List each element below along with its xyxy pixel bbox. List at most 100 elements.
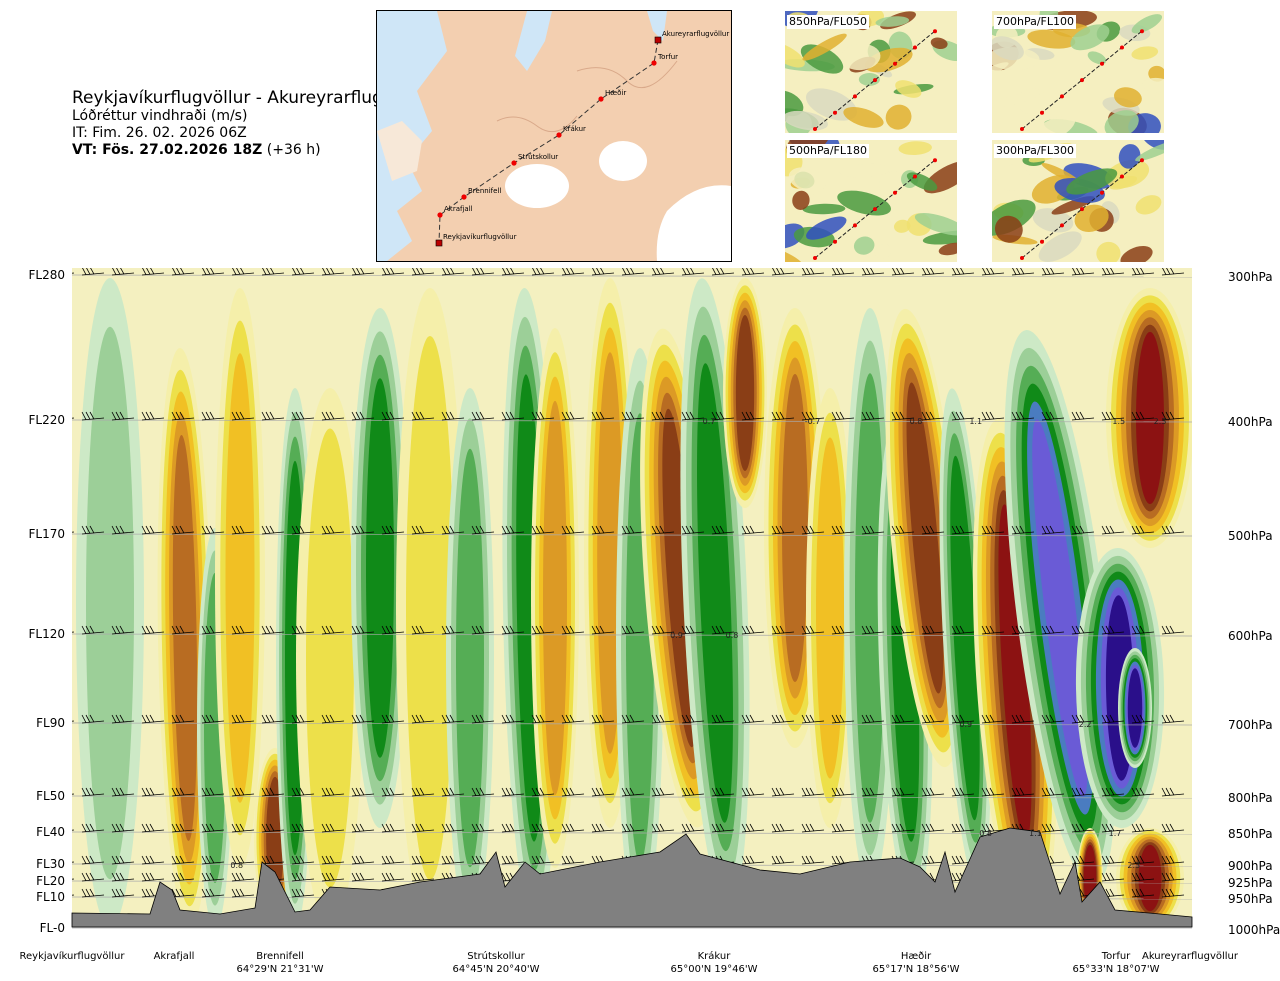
wind-barb [1041,625,1065,635]
wind-barb [1071,411,1095,421]
wind-barb [921,625,945,635]
wind-barb [441,268,465,276]
wind-barb [1101,823,1125,833]
route-point-marker [1100,190,1104,195]
wind-barb [231,855,255,865]
wind-barb [291,625,315,635]
wind-barb [981,787,1005,797]
contour-band [735,314,755,472]
wind-barb [651,714,675,724]
wind-barb [561,268,585,276]
wind-barb [261,855,285,865]
wind-barb [801,268,825,276]
wind-barb [351,411,375,421]
wind-barb [381,525,405,535]
wind-barb [111,823,135,833]
wind-barb [231,823,255,833]
wind-barb [1041,823,1065,833]
field-blob [992,62,1009,79]
route-point-marker [511,160,517,166]
route-point-marker [853,223,857,228]
wind-barb [651,823,675,833]
wind-barb [1041,787,1065,797]
contour-band [543,400,567,796]
wind-barb [81,411,105,421]
field-blob [879,171,908,199]
wind-barb [1161,888,1185,898]
route-title: Reykjavíkurflugvöllur - Akureyrarflugvöl… [72,88,431,108]
wind-barb [681,268,705,276]
route-point-label: Akureyrarflugvöllur [662,30,729,38]
wind-barb [741,823,765,833]
wind-barb [261,823,285,833]
wind-barb [531,855,555,865]
y-tick-label-fl: FL40 [36,825,65,839]
wind-barb [201,787,225,797]
y-tick-label-hpa: 800hPa [1228,791,1273,805]
wind-barb [531,411,555,421]
wind-barb [1101,411,1125,421]
fjord-north [647,11,667,41]
x-waypoint-label: Akrafjall [114,950,234,963]
wind-barb [351,714,375,724]
contour-band [816,437,844,779]
field-blob [1120,245,1153,262]
wind-barb [261,625,285,635]
wind-barb [771,855,795,865]
waypoint-name: Hæðir [900,951,932,962]
field-blob [788,167,826,193]
wind-barb [441,625,465,635]
wind-barb [231,625,255,635]
route-point-marker [1080,207,1084,212]
wind-barb [1131,888,1155,898]
wind-barb [1161,787,1185,797]
level-line [71,419,1193,423]
wind-barb [561,625,585,635]
value-label: 2.3 [1127,861,1140,870]
wind-barb [1101,855,1125,865]
wind-barb [411,411,435,421]
wind-barb [741,268,765,276]
value-label: 2.3 [1154,417,1167,426]
wind-barb [861,411,885,421]
wind-barb [531,625,555,635]
wind-barb [531,268,555,276]
wind-barb [81,787,105,797]
field-blob [992,36,1024,61]
wind-barb [621,525,645,535]
wind-barb [741,525,765,535]
wind-barb [231,872,255,882]
wind-barb [1131,787,1155,797]
route-endpoint-marker [654,36,662,44]
waypoint-name: Reykjavíkurflugvöllur [19,951,125,962]
route-point-marker [1100,61,1104,66]
field-blob [806,216,847,240]
wind-barb [321,872,345,882]
field-blob [785,247,806,262]
route-point-marker [1140,29,1144,34]
wind-barb [201,823,225,833]
level-map-svg [992,140,1164,262]
route-point-marker [598,96,604,102]
wind-barb [831,823,855,833]
wind-barb [501,787,525,797]
contour-band [855,373,885,823]
wind-barb [171,872,195,882]
wind-barb [591,625,615,635]
wind-barb [81,823,105,833]
wind-barb [711,625,735,635]
wind-barb [291,714,315,724]
wind-barb [921,268,945,276]
wind-barb [471,525,495,535]
wind-barb [891,525,915,535]
wind-barb [1161,625,1185,635]
wind-barb [231,888,255,898]
wind-barb [1131,525,1155,535]
route-point-marker [893,190,897,195]
wind-barb [411,525,435,535]
wind-barb [411,872,435,882]
wind-barb [321,855,345,865]
wind-barb [891,411,915,421]
wind-barb [381,268,405,276]
level-map-label: 700hPa/FL100 [994,15,1077,29]
